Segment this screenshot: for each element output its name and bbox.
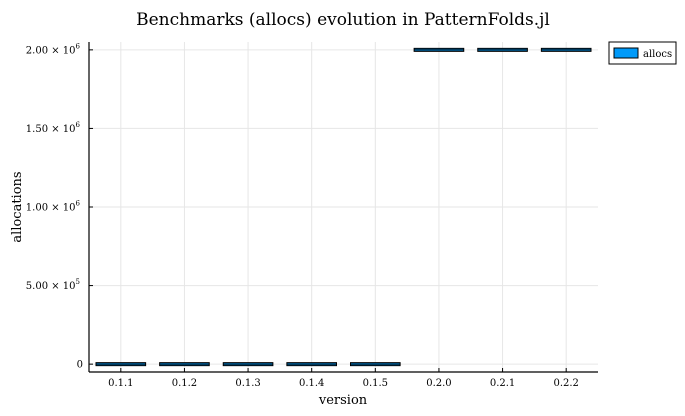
x-tick-label: 0.1.3	[235, 378, 260, 389]
legend-swatch	[613, 47, 639, 59]
legend-label-allocs: allocs	[643, 49, 672, 60]
y-tick-label: 0	[77, 360, 83, 371]
y-tick-label: 1.50 × 106	[26, 121, 81, 135]
x-tick-label: 0.2.1	[490, 378, 515, 389]
y-tick-label: 1.00 × 106	[26, 200, 81, 214]
y-tick-label: 5.00 × 105	[26, 278, 80, 292]
x-tick-label: 0.1.1	[108, 378, 133, 389]
x-tick-label: 0.1.2	[172, 378, 197, 389]
box-series	[95, 47, 592, 367]
y-axis-label: allocations	[10, 171, 25, 242]
y-tick-label: 2.00 × 106	[26, 42, 81, 56]
grid-lines	[89, 42, 598, 372]
x-tick-label: 0.2.0	[426, 378, 451, 389]
legend: allocs	[608, 41, 677, 65]
x-tick-label: 0.2.2	[553, 378, 578, 389]
x-tick-label: 0.1.5	[363, 378, 388, 389]
y-axis-ticks: 0 5.00 × 105 1.00 × 106 1.50 × 106 2.00 × 10…	[26, 42, 93, 371]
x-tick-label: 0.1.4	[299, 378, 324, 389]
chart-title: Benchmarks (allocs) evolution in Pattern…	[136, 10, 550, 30]
x-axis-ticks: 0.1.1 0.1.2 0.1.3 0.1.4 0.1.5 0.2.0 0.2.1 0.2.2	[108, 368, 579, 389]
x-axis-label: version	[318, 393, 368, 408]
